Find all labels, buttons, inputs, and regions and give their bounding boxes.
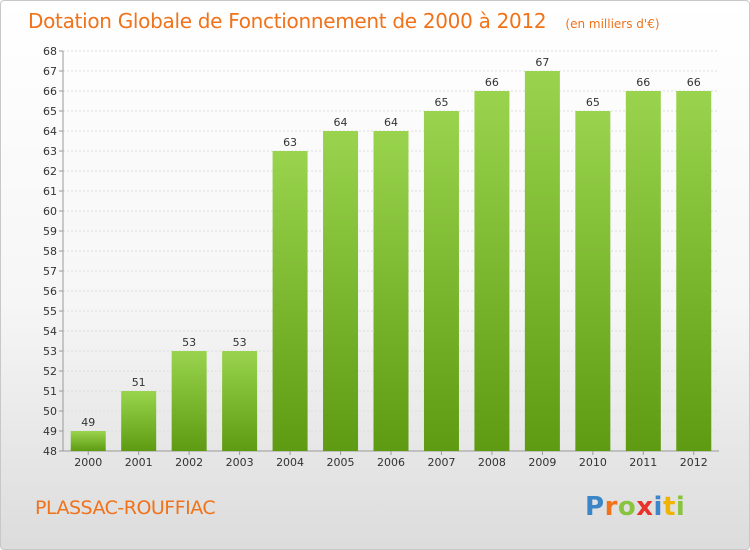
x-tick-label-2010: 2010 — [579, 456, 607, 469]
y-tick-label: 51 — [43, 385, 57, 398]
logo-letter: t — [662, 492, 676, 522]
y-tick-label: 56 — [43, 285, 57, 298]
x-tick-label-2000: 2000 — [74, 456, 102, 469]
y-tick-label: 62 — [43, 165, 57, 178]
x-tick-label-2006: 2006 — [377, 456, 405, 469]
axis-layer: 48 49 50 51 52 53 54 55 56 57 58 59 60 61 62 63 64 65 66 67… — [43, 45, 719, 458]
logo-letter: x — [636, 492, 654, 522]
bar-2005 — [323, 131, 359, 451]
data-label-2012: 66 — [687, 76, 701, 89]
bar-2006 — [373, 131, 409, 451]
data-label-2005: 64 — [334, 116, 348, 129]
data-label-2000: 49 — [81, 416, 95, 429]
bar-2007 — [423, 111, 459, 451]
y-tick-label: 67 — [43, 65, 57, 78]
y-tick-label: 58 — [43, 245, 57, 258]
data-label-2002: 53 — [182, 336, 196, 349]
bar-2010 — [575, 111, 611, 451]
logo-letter: i — [653, 492, 663, 522]
bar-layer — [70, 71, 712, 451]
data-label-2010: 65 — [586, 96, 600, 109]
y-tick-label: 48 — [43, 445, 57, 458]
bar-2009 — [524, 71, 560, 451]
proxiti-logo: Proxiti — [585, 492, 685, 522]
y-tick-label: 64 — [43, 125, 57, 138]
data-label-2004: 63 — [283, 136, 297, 149]
logo-letter: i — [675, 492, 686, 522]
data-label-2006: 64 — [384, 116, 398, 129]
bar-2001 — [121, 391, 157, 451]
y-tick-label: 53 — [43, 345, 57, 358]
data-label-2011: 66 — [636, 76, 650, 89]
logo-letter: P — [585, 492, 605, 522]
chart-title: Dotation Globale de Fonctionnement de 20… — [28, 9, 547, 33]
x-tick-label-2011: 2011 — [629, 456, 657, 469]
bar-2000 — [70, 431, 106, 451]
y-tick-label: 61 — [43, 185, 57, 198]
bar-2008 — [474, 91, 510, 451]
bar-2004 — [272, 151, 308, 451]
x-tick-label-2012: 2012 — [680, 456, 708, 469]
data-label-2009: 67 — [535, 56, 549, 69]
bar-2012 — [676, 91, 712, 451]
title-row: Dotation Globale de Fonctionnement de 20… — [28, 9, 660, 33]
label-layer: 49 2000 51 2001 53 2002 53 2003 63 2004 64 2005 64 20… — [74, 56, 708, 469]
bar-2002 — [171, 351, 207, 451]
x-tick-label-2009: 2009 — [528, 456, 556, 469]
data-label-2003: 53 — [233, 336, 247, 349]
y-tick-label: 52 — [43, 365, 57, 378]
data-label-2007: 65 — [434, 96, 448, 109]
y-tick-label: 63 — [43, 145, 57, 158]
commune-name: PLASSAC-ROUFFIAC — [35, 497, 216, 519]
x-tick-label-2004: 2004 — [276, 456, 304, 469]
logo-letter: o — [617, 492, 637, 522]
y-tick-label: 49 — [43, 425, 57, 438]
y-tick-label: 66 — [43, 85, 57, 98]
y-tick-label: 65 — [43, 105, 57, 118]
x-tick-label-2005: 2005 — [327, 456, 355, 469]
y-tick-label: 55 — [43, 305, 57, 318]
bar-2011 — [625, 91, 661, 451]
x-tick-label-2008: 2008 — [478, 456, 506, 469]
data-label-2008: 66 — [485, 76, 499, 89]
y-tick-label: 68 — [43, 45, 57, 58]
y-tick-label: 60 — [43, 205, 57, 218]
chart-unit-label: (en milliers d'€) — [565, 17, 660, 31]
y-tick-label: 54 — [43, 325, 57, 338]
data-label-2001: 51 — [132, 376, 146, 389]
bar-2003 — [222, 351, 258, 451]
y-tick-label: 50 — [43, 405, 57, 418]
logo-letter: r — [604, 492, 618, 522]
y-tick-label: 57 — [43, 265, 57, 278]
x-tick-label-2003: 2003 — [226, 456, 254, 469]
x-tick-label-2001: 2001 — [125, 456, 153, 469]
x-tick-label-2007: 2007 — [427, 456, 455, 469]
x-tick-label-2002: 2002 — [175, 456, 203, 469]
y-tick-label: 59 — [43, 225, 57, 238]
